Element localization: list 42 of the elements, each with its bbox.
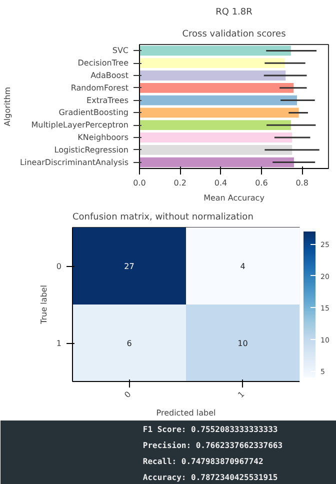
x-axis-title: Predicted label bbox=[156, 408, 216, 418]
data-label: 6 bbox=[126, 339, 132, 348]
y-tick-label: 0 bbox=[56, 262, 62, 271]
y-tick-label: DecisionTree bbox=[78, 58, 129, 68]
x-tick-label: 0.8 bbox=[296, 178, 308, 188]
chart-subtitle: Cross validation scores bbox=[182, 30, 286, 40]
y-axis-title: True label bbox=[39, 285, 48, 325]
chart-title: Confusion matrix, without normalization bbox=[72, 212, 254, 222]
bar bbox=[140, 108, 299, 118]
x-tick-label: 0.4 bbox=[214, 178, 228, 188]
y-tick-label: MultipleLayerPerceptron bbox=[31, 120, 129, 130]
bar bbox=[140, 144, 292, 155]
bar bbox=[140, 46, 291, 56]
text: F1 Score: 0.7552083333333333 bbox=[142, 424, 278, 434]
x-tick-label: 0.2 bbox=[174, 178, 187, 188]
y-axis-title: Algorithm bbox=[3, 86, 12, 126]
y-tick-label: KNeighboors bbox=[78, 133, 129, 142]
x-tick-label: 0.6 bbox=[255, 178, 268, 188]
bar bbox=[140, 82, 294, 93]
data-label: 10 bbox=[238, 339, 248, 348]
y-tick-label: GradientBoosting bbox=[58, 108, 129, 118]
y-tick-label: 1 bbox=[56, 339, 62, 348]
bar bbox=[140, 120, 291, 130]
y-tick-label: SVC bbox=[112, 46, 129, 56]
text: Precision: 0.7662337662337663 bbox=[142, 440, 283, 450]
bar bbox=[140, 132, 292, 142]
y-tick-label: LogisticRegression bbox=[54, 145, 129, 154]
chart-title: RQ 1.8R bbox=[216, 8, 252, 18]
y-tick-label: ExtraTrees bbox=[86, 96, 128, 105]
x-axis-title: Mean Accuracy bbox=[204, 194, 265, 202]
data-label: 4 bbox=[240, 262, 246, 271]
x-tick-label: 0.0 bbox=[133, 178, 146, 188]
bar bbox=[140, 70, 286, 80]
data-label: 27 bbox=[124, 262, 134, 271]
text: Recall: 0.747983870967742 bbox=[142, 456, 264, 466]
y-tick-label: AdaBoost bbox=[90, 71, 129, 80]
text: Accuracy: 0.7872340425531915 bbox=[142, 472, 278, 482]
bar bbox=[140, 157, 294, 168]
bar bbox=[140, 95, 297, 106]
bar bbox=[140, 58, 285, 68]
y-tick-label: RandomForest bbox=[70, 83, 128, 92]
y-tick-label: LinearDiscriminantAnalysis bbox=[20, 158, 129, 167]
